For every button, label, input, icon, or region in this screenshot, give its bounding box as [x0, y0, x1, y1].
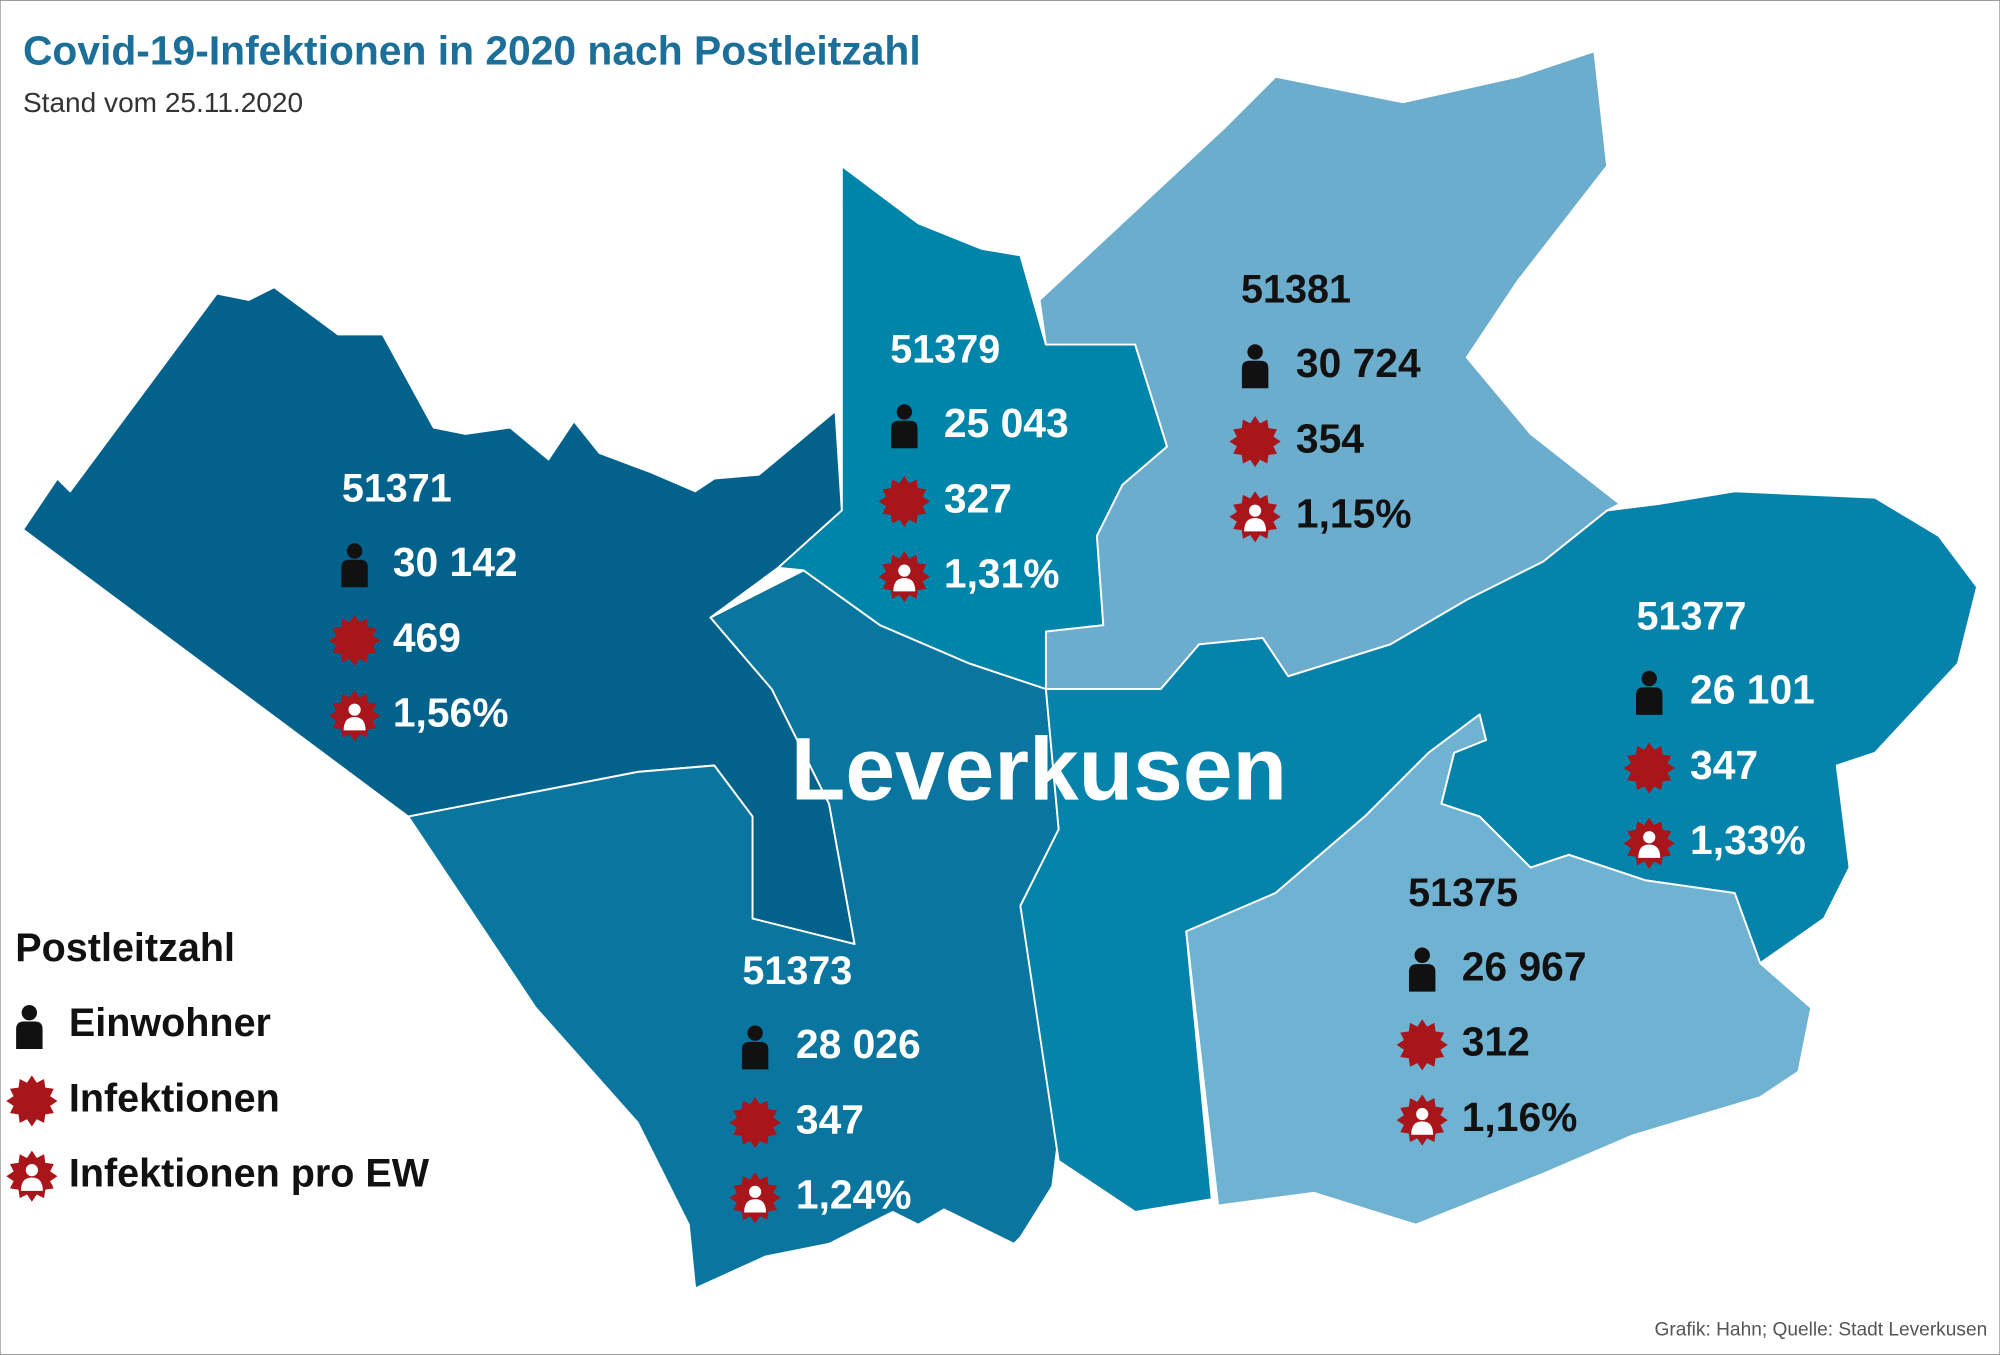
postcode: 51375 [1408, 871, 1518, 915]
infektionen: 327 [944, 475, 1012, 521]
infektionen: 354 [1296, 415, 1364, 461]
einwohner: 25 043 [944, 400, 1069, 446]
pro-ew: 1,24% [796, 1172, 912, 1218]
region-51381 [1038, 50, 1621, 690]
pro-ew: 1,16% [1462, 1094, 1578, 1140]
infektionen: 469 [393, 614, 461, 660]
einwohner: 26 967 [1462, 943, 1587, 989]
pro-ew: 1,33% [1690, 817, 1806, 863]
postcode: 51381 [1241, 268, 1351, 312]
infektionen: 347 [796, 1096, 864, 1142]
pro-ew: 1,31% [944, 551, 1060, 597]
infektionen: 312 [1462, 1019, 1530, 1065]
legend-title: Postleitzahl [15, 926, 235, 970]
district-labels: 51371 30 142 469 1,56% 51379 25 043 327 1,31% 51… [329, 268, 1815, 1224]
legend-item: Einwohner [69, 1001, 271, 1045]
title: Covid-19-Infektionen in 2020 nach Postle… [23, 28, 921, 74]
pro-ew: 1,56% [393, 690, 509, 736]
postcode: 51373 [742, 949, 852, 993]
postcode: 51379 [890, 328, 1000, 372]
postcode: 51377 [1636, 594, 1746, 638]
einwohner: 30 724 [1296, 340, 1421, 386]
legend: Postleitzahl Einwohner Infektionen Infek… [6, 926, 430, 1202]
city-label: Leverkusen [791, 718, 1287, 818]
source: Grafik: Hahn; Quelle: Stadt Leverkusen [1654, 1320, 1987, 1341]
map-regions [22, 50, 1978, 1290]
region-51375 [1185, 713, 1813, 1226]
subtitle: Stand vom 25.11.2020 [23, 87, 303, 118]
einwohner: 30 142 [393, 539, 518, 585]
einwohner: 28 026 [796, 1021, 921, 1067]
postcode: 51371 [342, 467, 452, 511]
legend-item: Infektionen pro EW [69, 1152, 430, 1196]
pro-ew: 1,15% [1296, 491, 1412, 537]
legend-item: Infektionen [69, 1076, 280, 1120]
einwohner: 26 101 [1690, 667, 1815, 713]
infektionen: 347 [1690, 742, 1758, 788]
